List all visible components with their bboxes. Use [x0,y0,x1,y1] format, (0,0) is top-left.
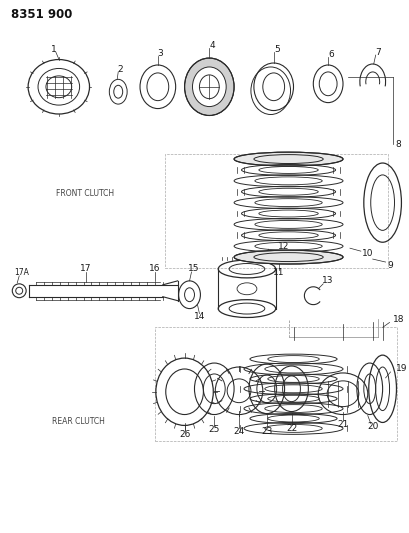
Text: 12: 12 [277,241,289,251]
Ellipse shape [234,152,342,166]
Text: 10: 10 [361,248,373,257]
Bar [164,154,387,268]
Text: 23: 23 [261,427,272,436]
Text: 18: 18 [391,315,403,324]
Text: 13: 13 [321,276,333,285]
Ellipse shape [184,58,234,116]
Text: 9: 9 [387,261,393,270]
Text: 14: 14 [193,312,204,321]
Text: 19: 19 [395,365,406,374]
Bar [155,327,396,441]
Text: 21: 21 [337,420,348,429]
Text: 1: 1 [51,45,56,54]
Text: 7: 7 [374,47,380,56]
Text: 17A: 17A [14,269,29,278]
Text: 24: 24 [233,427,244,436]
Text: 16: 16 [149,264,160,273]
Text: 3: 3 [157,49,162,58]
Text: REAR CLUTCH: REAR CLUTCH [52,417,105,426]
Ellipse shape [234,250,342,264]
Text: 2: 2 [117,66,123,75]
Text: 8351 900: 8351 900 [11,8,72,21]
Text: 26: 26 [178,430,190,439]
Text: FRONT CLUTCH: FRONT CLUTCH [56,189,115,198]
Text: 11: 11 [272,269,284,278]
Text: 20: 20 [366,422,378,431]
Text: 22: 22 [285,424,297,433]
Text: 6: 6 [328,50,333,59]
Text: 25: 25 [208,425,220,434]
Text: 17: 17 [80,264,91,273]
Text: 15: 15 [187,264,199,273]
Ellipse shape [192,67,226,107]
Text: 5: 5 [273,45,279,54]
Text: 4: 4 [209,41,215,50]
Text: 8: 8 [395,140,400,149]
